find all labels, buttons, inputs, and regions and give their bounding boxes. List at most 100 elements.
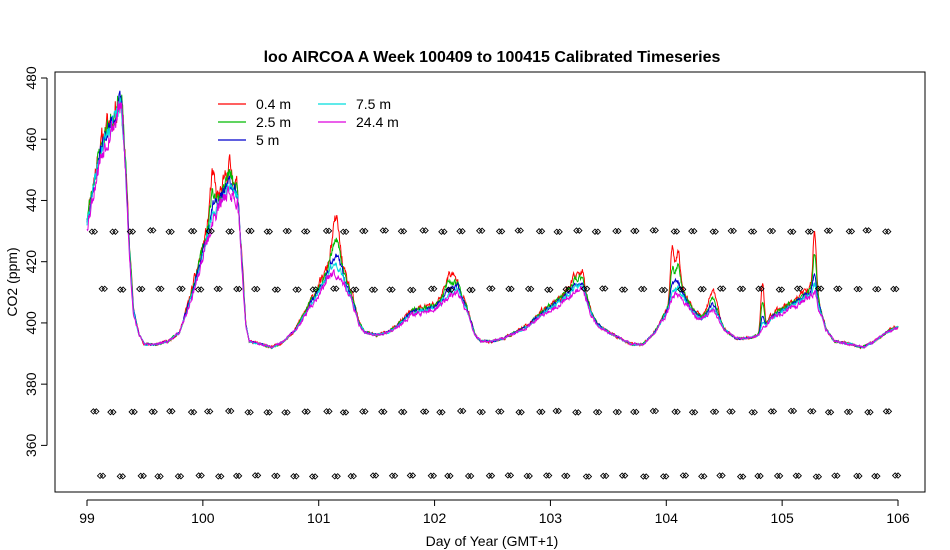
flag-marker <box>119 286 127 293</box>
y-tick-label: 480 <box>23 66 39 90</box>
flag-marker <box>652 227 659 234</box>
flag-marker <box>846 408 854 416</box>
flag-marker <box>776 472 784 480</box>
flag-marker <box>325 227 333 235</box>
flag-marker <box>691 227 698 235</box>
flag-marker <box>615 227 622 235</box>
flag-marker <box>874 285 882 293</box>
flag-marker <box>253 285 261 293</box>
flag-marker <box>682 472 690 479</box>
flag-marker <box>856 285 863 293</box>
flag-marker <box>311 473 319 480</box>
flag-marker <box>679 286 687 293</box>
x-axis: 99 100 101 102 103 104 105 106 <box>79 499 910 526</box>
flag-marker <box>730 227 737 235</box>
flag-marker <box>867 408 874 416</box>
flag-marker <box>312 286 319 293</box>
flag-marker <box>190 408 198 416</box>
flag-marker <box>507 472 515 479</box>
flag-marker <box>712 408 720 416</box>
flag-marker <box>701 473 708 480</box>
legend-label: 2.5 m <box>256 114 291 130</box>
flag-marker <box>157 473 164 480</box>
flag-markers <box>88 227 902 480</box>
flag-marker <box>750 228 758 235</box>
flag-marker <box>894 472 902 479</box>
flag-marker <box>228 228 235 235</box>
flag-marker <box>101 285 108 293</box>
flag-marker <box>575 409 582 416</box>
y-axis-label: CO2 (ppm) <box>4 247 20 316</box>
flag-marker <box>547 286 554 293</box>
flag-marker <box>400 228 408 235</box>
flag-marker <box>391 472 399 480</box>
flag-marker <box>796 285 804 292</box>
flag-marker <box>539 408 546 416</box>
flag-marker <box>333 285 340 292</box>
flag-marker <box>719 472 726 479</box>
flag-marker <box>640 285 648 293</box>
flag-marker <box>151 408 158 415</box>
flag-marker <box>266 228 273 235</box>
series-line-4 <box>86 100 899 349</box>
flag-marker <box>673 228 681 235</box>
legend-label: 24.4 m <box>356 114 399 130</box>
flag-marker <box>208 227 215 235</box>
flag-marker <box>131 408 138 416</box>
flag-marker <box>227 407 235 415</box>
flag-marker <box>293 473 300 480</box>
flag-marker <box>719 285 727 292</box>
flag-marker <box>371 286 379 294</box>
flag-marker <box>168 228 175 236</box>
flag-marker <box>206 408 214 415</box>
flag-marker <box>621 472 629 479</box>
flag-marker <box>809 408 817 415</box>
x-tick-label: 101 <box>307 510 331 526</box>
flag-marker <box>674 408 681 416</box>
y-tick-label: 460 <box>23 127 39 151</box>
flag-marker <box>595 408 603 416</box>
flag-marker <box>555 407 562 415</box>
legend-label: 0.4 m <box>256 96 291 112</box>
flag-marker <box>382 227 389 234</box>
y-axis: 360 380 400 420 440 460 480 <box>23 66 48 457</box>
flag-marker <box>789 228 797 235</box>
flag-marker <box>342 409 350 416</box>
flag-marker <box>478 227 486 235</box>
flag-marker <box>834 472 841 479</box>
flag-marker <box>498 228 506 235</box>
flag-marker <box>190 227 198 235</box>
flag-marker <box>217 473 225 480</box>
flag-marker <box>469 286 476 294</box>
flag-marker <box>198 472 205 479</box>
flag-marker <box>158 285 165 293</box>
flag-marker <box>447 472 454 480</box>
flag-marker <box>817 285 825 292</box>
flag-marker <box>700 285 707 293</box>
flag-marker <box>303 228 311 235</box>
x-tick-label: 104 <box>655 510 679 526</box>
flag-marker <box>326 408 333 415</box>
flag-marker <box>400 408 408 416</box>
flag-marker <box>652 407 660 415</box>
flag-marker <box>197 286 205 293</box>
flag-marker <box>498 408 505 415</box>
y-tick-label: 440 <box>23 189 39 213</box>
flag-marker <box>248 227 255 235</box>
flag-marker <box>556 228 563 236</box>
flag-marker <box>342 228 350 236</box>
flag-marker <box>633 408 640 416</box>
flag-marker <box>266 409 273 416</box>
flag-marker <box>594 228 602 235</box>
flag-marker <box>110 408 117 416</box>
flag-marker <box>409 286 417 294</box>
flag-marker <box>119 473 127 480</box>
flag-marker <box>362 227 369 235</box>
flag-marker <box>583 285 591 293</box>
flag-marker <box>274 472 281 480</box>
flag-marker <box>565 286 572 293</box>
flag-marker <box>538 228 546 235</box>
flag-marker <box>177 473 185 480</box>
y-tick-label: 400 <box>23 311 39 335</box>
